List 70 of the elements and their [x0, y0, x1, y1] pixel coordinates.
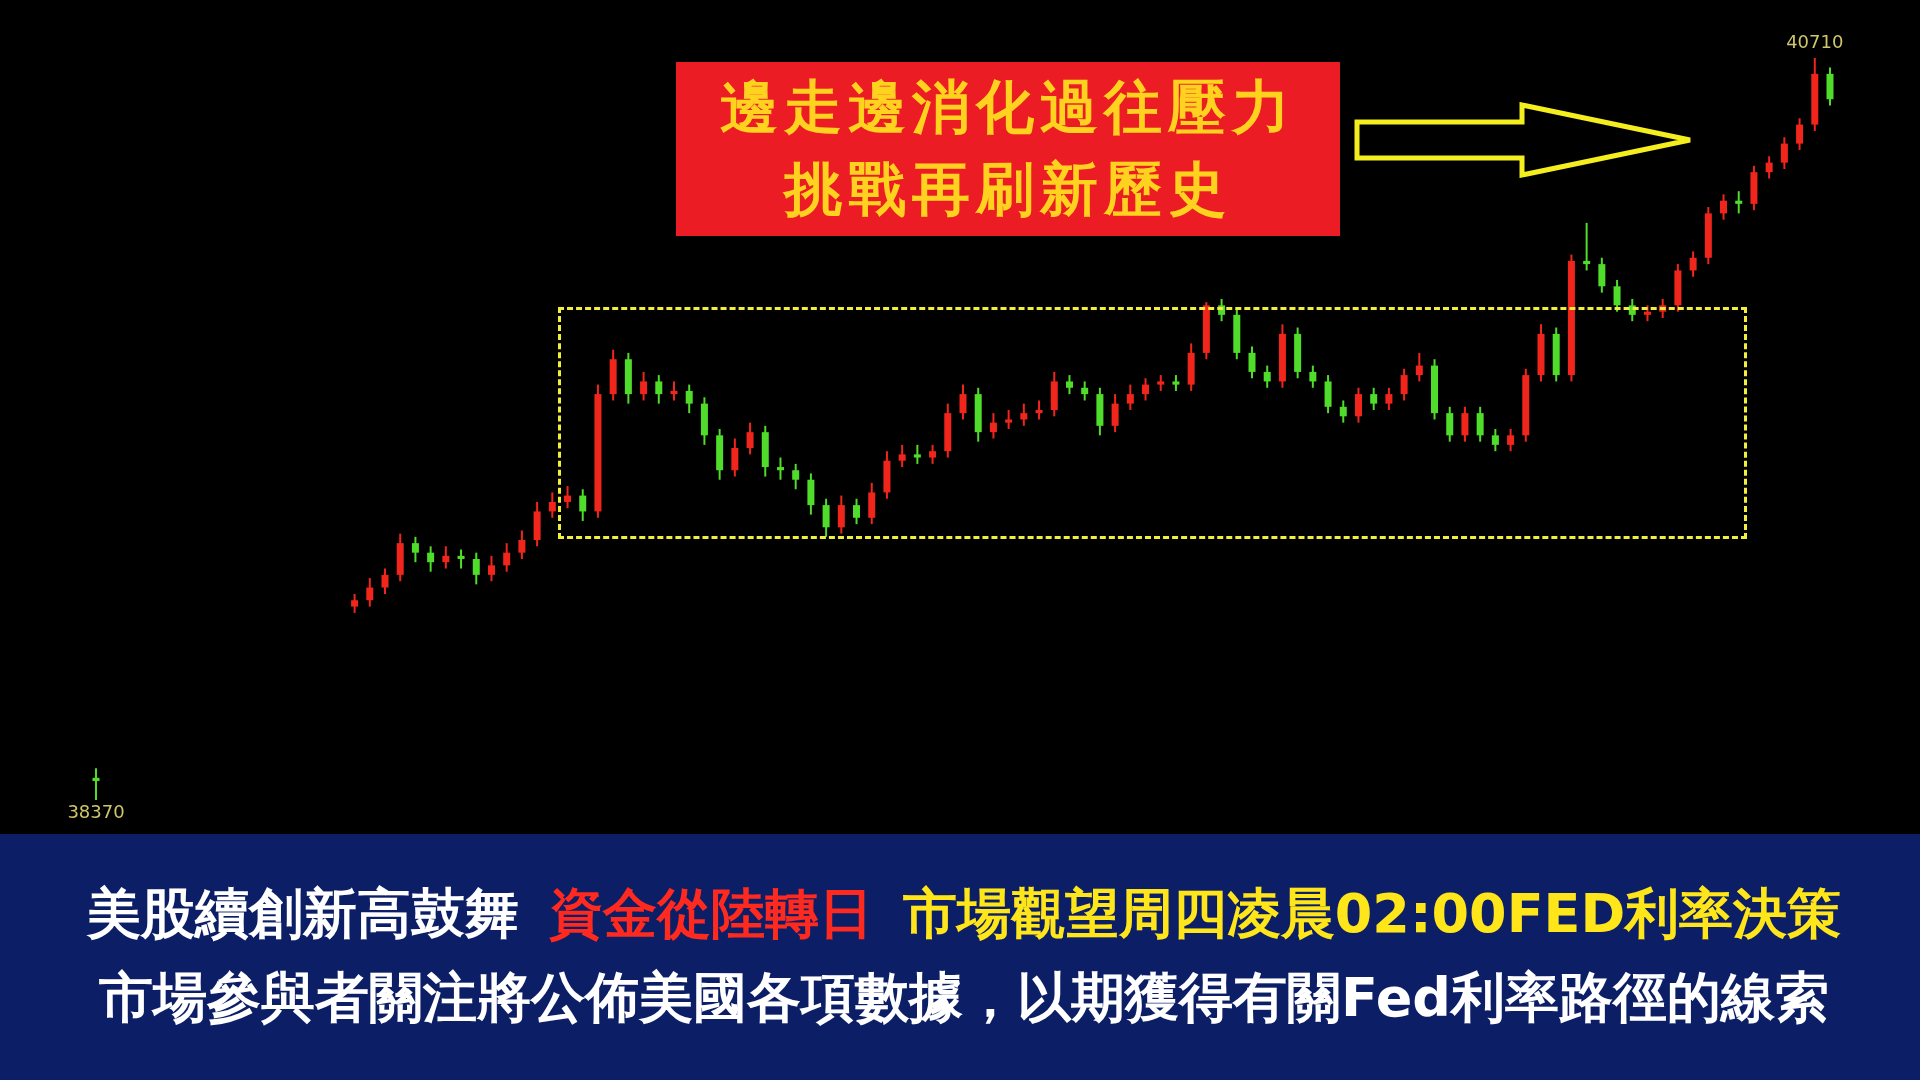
candlestick — [1598, 256, 1606, 294]
candlestick — [776, 456, 784, 481]
candlestick — [548, 491, 556, 519]
candlestick — [442, 545, 450, 570]
candlestick — [1446, 405, 1454, 443]
candlestick — [959, 383, 967, 421]
candlestick — [381, 567, 389, 595]
candlestick — [1796, 117, 1804, 151]
candlestick — [913, 443, 921, 465]
candlestick — [670, 380, 678, 402]
candlestick — [457, 548, 465, 570]
candlestick — [564, 485, 572, 510]
candlestick — [989, 412, 997, 440]
candlestick — [1020, 402, 1028, 427]
candlestick — [1370, 386, 1378, 411]
candlestick — [503, 542, 511, 573]
candlestick — [746, 421, 754, 456]
candlestick — [929, 443, 937, 465]
annotation: 邊走邊消化過往壓力 — [719, 74, 1297, 142]
candlestick — [1065, 374, 1073, 396]
candlestick — [1415, 351, 1423, 383]
candlestick — [1765, 155, 1773, 180]
candlestick — [792, 462, 800, 491]
text: 38370 — [67, 800, 125, 822]
candlestick — [640, 370, 648, 402]
candlestick — [579, 488, 587, 522]
text: 市場參與者關注將公佈美國各項數據，以期獲得有關Fed利率路徑的線索 — [98, 965, 1830, 1031]
candlestick — [1081, 380, 1089, 402]
candlestick — [1735, 190, 1743, 215]
candlestick — [487, 554, 495, 583]
candlestick — [1248, 345, 1256, 380]
candlestick — [1461, 405, 1469, 443]
candlestick — [1035, 399, 1043, 421]
candlestick — [1780, 136, 1788, 170]
candlestick — [1491, 428, 1499, 453]
candlestick — [1583, 221, 1591, 272]
text: 美股續創新高鼓舞 — [86, 882, 519, 945]
candlestick — [731, 437, 739, 478]
candlestick — [1309, 364, 1317, 389]
candlestick — [853, 497, 861, 526]
candlestick — [1400, 367, 1408, 402]
candlestick — [366, 577, 374, 608]
candlestick — [685, 383, 693, 415]
candlestick — [1354, 386, 1362, 424]
candlestick — [1385, 386, 1393, 411]
candlestick — [1507, 428, 1515, 453]
candlestick — [1689, 250, 1697, 278]
candlestick — [518, 529, 526, 561]
candlestick — [1142, 377, 1150, 402]
candlestick — [1720, 193, 1728, 221]
candlestick — [92, 767, 100, 801]
candlestick — [1339, 399, 1347, 424]
text: 資金從陸轉日 — [548, 882, 873, 945]
annotation: 挑戰再刷新歷史 — [781, 156, 1233, 224]
candlestick — [1005, 408, 1013, 430]
candlestick — [655, 374, 663, 405]
candlestick — [898, 443, 906, 469]
candlestick — [351, 592, 359, 614]
candlestick — [427, 545, 435, 573]
candlestick — [411, 535, 419, 564]
candlestick — [1111, 393, 1119, 434]
candlestick — [1613, 278, 1621, 313]
text: 40710 — [1786, 30, 1844, 52]
candlestick — [472, 551, 480, 586]
candlestick — [1263, 364, 1271, 389]
candlestick — [837, 494, 845, 535]
candlestick — [1476, 405, 1484, 443]
candlestick — [822, 497, 830, 538]
text: 市場觀望周四凌晨02:00FED利率決策 — [902, 882, 1842, 945]
candlestick — [1126, 383, 1134, 411]
